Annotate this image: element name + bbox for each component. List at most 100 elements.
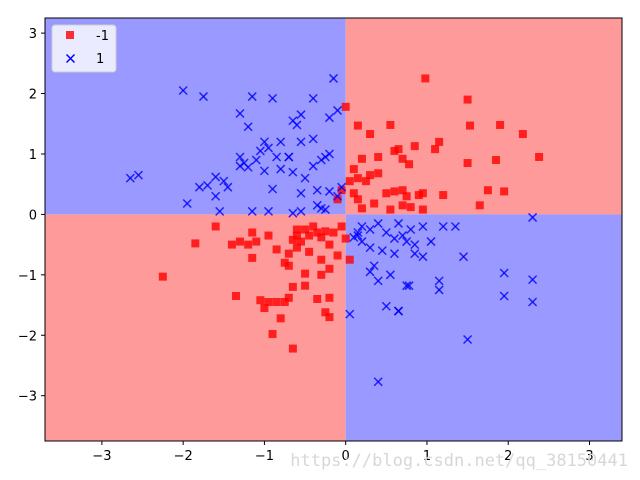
point-class-neg1 bbox=[309, 222, 318, 231]
point-class-1 bbox=[247, 92, 257, 102]
point-class-1 bbox=[365, 243, 375, 253]
point-class-neg1 bbox=[284, 261, 293, 270]
legend-label-neg: -1 bbox=[96, 29, 109, 44]
region-class-1 bbox=[345, 214, 622, 441]
point-class-1 bbox=[377, 246, 387, 256]
x-tick-label: 2 bbox=[504, 449, 512, 464]
point-class-1 bbox=[373, 276, 383, 286]
point-class-neg1 bbox=[500, 187, 509, 196]
point-class-1 bbox=[499, 268, 509, 278]
point-class-1 bbox=[316, 155, 326, 165]
point-class-neg1 bbox=[466, 121, 475, 130]
point-class-neg1 bbox=[345, 255, 354, 264]
point-class-1 bbox=[528, 297, 538, 307]
point-class-neg1 bbox=[405, 160, 414, 169]
point-class-neg1 bbox=[288, 344, 297, 353]
point-class-neg1 bbox=[301, 269, 310, 278]
point-class-neg1 bbox=[394, 145, 403, 154]
point-class-neg1 bbox=[398, 201, 407, 210]
point-class-neg1 bbox=[370, 199, 379, 208]
point-class-1 bbox=[223, 182, 233, 192]
legend-marker-square bbox=[66, 31, 74, 39]
point-class-neg1 bbox=[406, 203, 415, 212]
point-class-neg1 bbox=[301, 225, 310, 234]
point-class-neg1 bbox=[374, 169, 383, 178]
point-class-neg1 bbox=[321, 227, 330, 236]
decision-regions bbox=[45, 18, 622, 441]
point-class-neg1 bbox=[325, 264, 334, 273]
point-class-1 bbox=[434, 285, 444, 295]
point-class-neg1 bbox=[325, 313, 334, 322]
point-class-1 bbox=[308, 93, 318, 103]
point-class-1 bbox=[284, 152, 294, 162]
point-class-1 bbox=[324, 149, 334, 159]
y-tick-label: 2 bbox=[29, 88, 37, 103]
point-class-1 bbox=[268, 93, 278, 103]
point-class-neg1 bbox=[439, 191, 448, 200]
point-class-1 bbox=[211, 191, 221, 201]
point-class-1 bbox=[402, 237, 412, 247]
point-class-neg1 bbox=[252, 237, 261, 246]
point-class-1 bbox=[393, 306, 404, 316]
point-class-1 bbox=[272, 152, 282, 162]
point-class-1 bbox=[288, 208, 298, 218]
point-class-1 bbox=[133, 170, 143, 180]
data-points bbox=[125, 73, 544, 387]
point-class-neg1 bbox=[435, 137, 444, 146]
point-class-neg1 bbox=[292, 243, 301, 252]
region-class-neg1 bbox=[345, 18, 622, 215]
point-class-neg1 bbox=[390, 187, 399, 196]
legend-marker-x bbox=[65, 53, 76, 64]
point-class-1 bbox=[235, 161, 245, 171]
point-class-1 bbox=[426, 237, 436, 247]
point-class-1 bbox=[393, 218, 404, 228]
point-class-1 bbox=[263, 143, 274, 153]
point-class-1 bbox=[288, 116, 298, 126]
point-class-neg1 bbox=[475, 201, 484, 210]
point-class-1 bbox=[418, 221, 428, 232]
point-class-1 bbox=[300, 173, 310, 183]
point-class-1 bbox=[324, 186, 334, 196]
point-class-neg1 bbox=[345, 177, 354, 186]
y-tick-label: 3 bbox=[29, 27, 37, 42]
point-class-neg1 bbox=[390, 146, 399, 155]
point-class-neg1 bbox=[317, 255, 326, 264]
point-class-1 bbox=[211, 172, 221, 182]
point-class-neg1 bbox=[496, 120, 505, 129]
point-class-neg1 bbox=[248, 253, 257, 262]
point-class-neg1 bbox=[264, 298, 273, 307]
point-class-neg1 bbox=[535, 152, 544, 161]
point-class-1 bbox=[369, 261, 379, 271]
point-class-1 bbox=[418, 252, 428, 262]
point-class-neg1 bbox=[398, 154, 407, 163]
point-class-1 bbox=[259, 137, 269, 147]
point-class-1 bbox=[263, 206, 274, 216]
point-class-1 bbox=[243, 162, 253, 172]
point-class-1 bbox=[410, 240, 420, 250]
point-class-1 bbox=[235, 152, 245, 162]
point-class-neg1 bbox=[305, 247, 314, 256]
point-class-1 bbox=[268, 184, 278, 194]
point-class-neg1 bbox=[296, 237, 305, 246]
point-class-neg1 bbox=[341, 102, 350, 111]
point-class-1 bbox=[308, 134, 318, 144]
point-class-neg1 bbox=[382, 189, 391, 198]
point-class-neg1 bbox=[463, 95, 472, 104]
point-class-neg1 bbox=[337, 222, 346, 231]
y-tick-label: −3 bbox=[18, 390, 37, 405]
point-class-1 bbox=[251, 155, 261, 165]
x-tick-label: 3 bbox=[585, 449, 593, 464]
point-class-1 bbox=[381, 227, 391, 238]
point-class-neg1 bbox=[366, 130, 375, 139]
point-class-1 bbox=[288, 167, 298, 177]
point-class-1 bbox=[389, 249, 399, 259]
point-class-neg1 bbox=[292, 231, 301, 240]
x-tick-label: 0 bbox=[342, 449, 350, 464]
point-class-neg1 bbox=[386, 120, 395, 129]
point-class-1 bbox=[259, 166, 269, 176]
point-class-neg1 bbox=[268, 330, 277, 339]
point-class-neg1 bbox=[272, 298, 281, 307]
point-class-1 bbox=[357, 221, 367, 232]
point-class-neg1 bbox=[317, 233, 326, 242]
